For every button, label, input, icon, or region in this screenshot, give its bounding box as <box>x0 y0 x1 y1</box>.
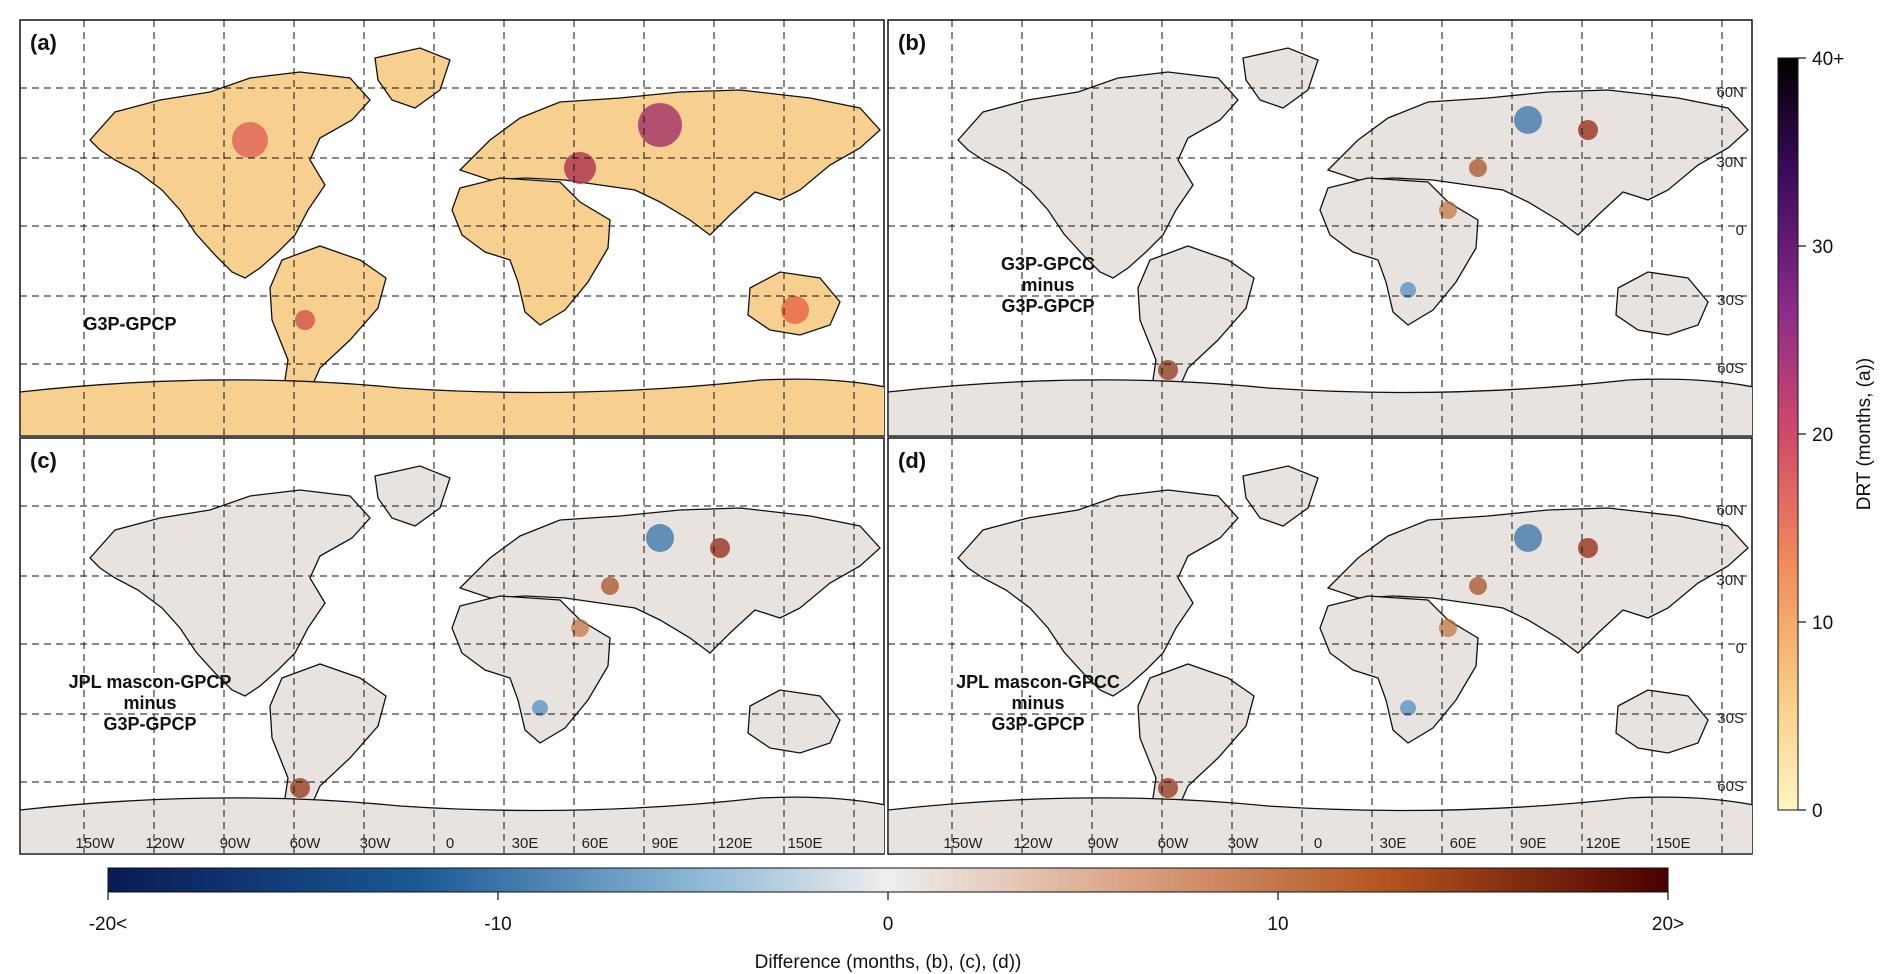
diff-hotspot <box>646 524 674 552</box>
panel-frame <box>19 437 885 855</box>
lon-tick-label: 30E <box>1380 835 1407 852</box>
lon-tick-label: 150E <box>1655 835 1690 852</box>
drt-hotspot <box>564 152 596 184</box>
panel-label: (d) <box>898 448 926 473</box>
diff-hotspot <box>1469 159 1487 177</box>
land-layer <box>888 47 1752 436</box>
diff-hotspot <box>1439 201 1457 219</box>
diff-colorbar-gradient <box>107 867 1669 893</box>
lon-tick-label: 30W <box>360 835 392 852</box>
panel-label: (b) <box>898 30 926 55</box>
diff-colorbar-title: Difference (months, (b), (c), (d)) <box>755 952 1022 973</box>
diff-hotspot <box>1400 282 1416 298</box>
drt-colorbar-gradient <box>1777 57 1799 811</box>
diff-tick-label: -20< <box>89 914 128 935</box>
diff-hotspot <box>290 778 310 798</box>
land-layer <box>20 465 884 854</box>
panel-title-line: G3P-GPCP <box>1001 296 1094 316</box>
panel-title-line: minus <box>1011 693 1064 713</box>
drt-hotspot <box>295 310 315 330</box>
lon-tick-label: 90E <box>1520 835 1547 852</box>
lon-tick-label: 60W <box>290 835 322 852</box>
panel-frame <box>19 19 885 437</box>
panel-frame <box>887 19 1753 437</box>
lon-tick-label: 150E <box>787 835 822 852</box>
lon-tick-label: 120E <box>1585 835 1620 852</box>
lat-tick-label: 30N <box>1716 154 1744 171</box>
lat-tick-label: 0 <box>1736 640 1744 657</box>
diff-hotspot <box>1578 538 1598 558</box>
lon-tick-label: 90E <box>652 835 679 852</box>
panel-title-line: G3P-GPCP <box>991 714 1084 734</box>
diff-tick-label: -10 <box>484 914 511 935</box>
lat-tick-label: 60N <box>1716 84 1744 101</box>
diff-hotspot <box>1514 524 1542 552</box>
diff-hotspot <box>1439 619 1457 637</box>
lon-tick-label: 0 <box>446 835 454 852</box>
lon-tick-label: 120E <box>717 835 752 852</box>
lat-tick-label: 60S <box>1717 360 1744 377</box>
panel-title-line: G3P-GPCC <box>1001 254 1095 274</box>
lon-tick-label: 120W <box>145 835 185 852</box>
diff-hotspot <box>571 619 589 637</box>
lon-tick-label: 0 <box>1314 835 1322 852</box>
land-layer <box>888 465 1752 854</box>
lat-tick-label: 30S <box>1717 710 1744 727</box>
lon-tick-label: 60W <box>1158 835 1190 852</box>
map-panel-a: (a) G3P-GPCP <box>19 19 885 437</box>
lon-tick-label: 90W <box>1088 835 1120 852</box>
diff-hotspot <box>1158 778 1178 798</box>
diff-hotspot <box>532 700 548 716</box>
diff-hotspot <box>710 538 730 558</box>
drt-hotspot <box>232 122 268 158</box>
lat-tick-label: 30S <box>1717 292 1744 309</box>
lat-tick-label: 30N <box>1716 572 1744 589</box>
lon-tick-label: 150W <box>943 835 983 852</box>
drt-tick-label: 40+ <box>1812 49 1844 70</box>
panel-title-line: minus <box>1021 275 1074 295</box>
drt-tick-label: 20 <box>1812 425 1833 446</box>
diff-hotspot <box>1158 360 1178 380</box>
panel-title-line: G3P-GPCP <box>103 714 196 734</box>
diff-hotspot <box>1469 577 1487 595</box>
diff-hotspot <box>1578 120 1598 140</box>
panel-title-line: JPL mascon-GPCC <box>956 672 1120 692</box>
panel-label: (a) <box>30 30 57 55</box>
panel-frame <box>887 437 1753 855</box>
diff-hotspot <box>1514 106 1542 134</box>
lon-tick-label: 60E <box>582 835 609 852</box>
panel-title-line: minus <box>123 693 176 713</box>
lat-tick-label: 60N <box>1716 502 1744 519</box>
diff-tick-label: 20> <box>1652 914 1684 935</box>
land-layer <box>20 47 884 436</box>
diff-colorbar: -20< -10 0 10 20> Difference (months, (b), (… <box>89 867 1684 973</box>
drt-tick-label: 0 <box>1812 801 1823 822</box>
lon-tick-label: 30E <box>512 835 539 852</box>
diff-tick-label: 0 <box>883 914 894 935</box>
panel-label: (c) <box>30 448 57 473</box>
panel-title-line: JPL mascon-GPCP <box>69 672 232 692</box>
lon-tick-label: 120W <box>1013 835 1053 852</box>
drt-colorbar-title: DRT (months, (a)) <box>1854 358 1875 510</box>
lon-tick-label: 60E <box>1450 835 1477 852</box>
drt-tick-label: 30 <box>1812 237 1833 258</box>
lon-tick-label: 150W <box>75 835 115 852</box>
drt-colorbar: 0 10 20 30 40+ DRT (months, (a)) <box>1777 49 1875 822</box>
lon-tick-label: 30W <box>1228 835 1260 852</box>
drt-hotspot <box>638 103 682 147</box>
diff-hotspot <box>601 577 619 595</box>
drt-tick-label: 10 <box>1812 613 1833 634</box>
lon-tick-label: 90W <box>220 835 252 852</box>
panel-title-line: G3P-GPCP <box>83 314 176 334</box>
diff-tick-label: 10 <box>1267 914 1288 935</box>
drt-hotspot <box>781 296 809 324</box>
lat-tick-label: 60S <box>1717 778 1744 795</box>
diff-hotspot <box>1400 700 1416 716</box>
lat-tick-label: 0 <box>1736 222 1744 239</box>
